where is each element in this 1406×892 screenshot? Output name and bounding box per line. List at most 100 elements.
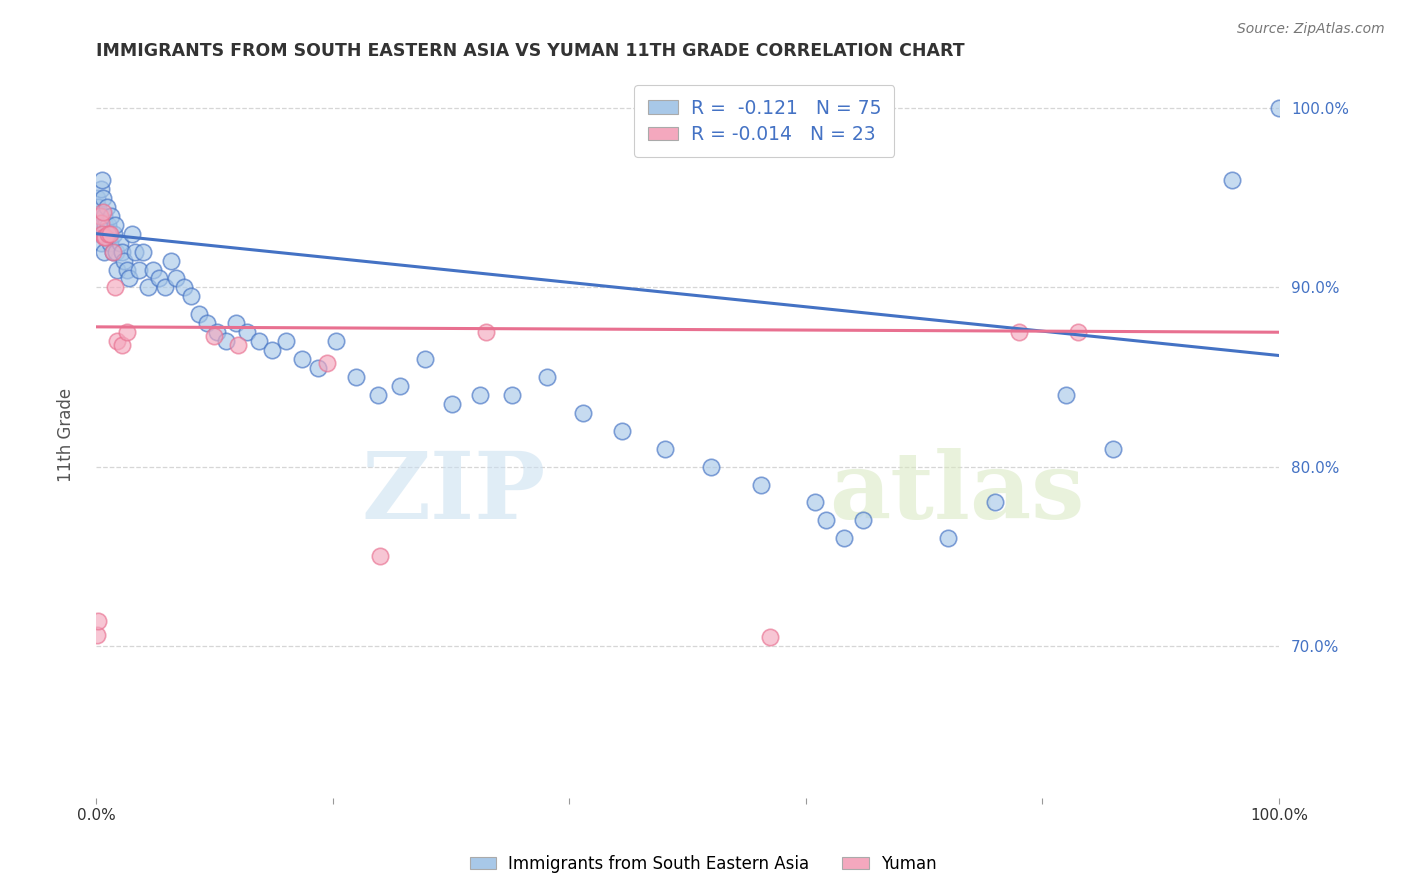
Point [90,235,112,250]
Point [205,325,228,339]
Text: ZIP: ZIP [361,449,546,538]
Point [236,325,259,339]
Point [814,513,837,527]
Point [112,253,135,268]
Point [105,334,128,348]
Point [572,406,595,420]
Text: Source: ZipAtlas.com: Source: ZipAtlas.com [1237,22,1385,37]
Point [1102,442,1125,456]
Point [832,531,855,545]
Point [118,271,141,285]
Point [344,370,367,384]
Point [1220,173,1243,187]
Point [501,388,523,402]
Point [132,244,155,259]
Point [441,397,464,411]
Point [90,173,112,187]
Point [984,495,1007,509]
Point [804,495,827,509]
Point [307,361,329,376]
Point [115,325,138,339]
Point [103,227,125,241]
Point [98,235,121,250]
Point [852,513,875,527]
Legend: R =  -0.121   N = 75, R = -0.014   N = 23: R = -0.121 N = 75, R = -0.014 N = 23 [634,86,894,157]
Point [1008,325,1031,339]
Point [202,328,225,343]
Point [94,218,117,232]
Point [91,205,114,219]
Y-axis label: 11th Grade: 11th Grade [58,388,75,483]
Point [153,280,176,294]
Point [105,262,128,277]
Point [166,271,188,285]
Point [104,218,127,232]
Point [104,280,127,294]
Point [86,191,108,205]
Point [90,182,112,196]
Point [654,442,676,456]
Point [1054,388,1077,402]
Point [100,209,122,223]
Point [97,218,120,232]
Point [89,209,111,223]
Point [87,614,110,628]
Point [89,227,111,241]
Point [105,244,128,259]
Point [101,244,124,259]
Legend: Immigrants from South Eastern Asia, Yuman: Immigrants from South Eastern Asia, Yuma… [463,848,943,880]
Point [91,191,114,205]
Point [124,244,146,259]
Point [142,262,165,277]
Point [89,209,111,223]
Point [136,280,159,294]
Point [90,227,112,241]
Point [475,325,498,339]
Point [91,227,114,241]
Point [1067,325,1090,339]
Point [759,630,782,644]
Point [389,379,412,393]
Point [173,280,195,294]
Point [98,227,121,241]
Point [180,289,202,303]
Point [325,334,347,348]
Point [115,262,138,277]
Point [148,271,170,285]
Point [97,227,120,241]
Point [536,370,558,384]
Point [215,334,238,348]
Point [96,200,118,214]
Point [749,477,772,491]
Text: atlas: atlas [830,449,1085,538]
Point [367,388,389,402]
Point [87,200,110,214]
Point [101,244,124,259]
Point [413,352,436,367]
Point [98,227,121,241]
Point [159,253,181,268]
Point [93,244,115,259]
Point [108,235,131,250]
Point [93,209,115,223]
Point [86,628,108,642]
Point [470,388,492,402]
Point [90,218,112,232]
Point [936,531,959,545]
Text: IMMIGRANTS FROM SOUTH EASTERN ASIA VS YUMAN 11TH GRADE CORRELATION CHART: IMMIGRANTS FROM SOUTH EASTERN ASIA VS YU… [96,42,965,60]
Point [226,338,249,352]
Point [612,424,634,438]
Point [700,459,723,474]
Point [1268,101,1291,115]
Point [315,356,337,370]
Point [262,343,284,358]
Point [94,230,117,244]
Point [90,216,112,230]
Point [111,338,134,352]
Point [195,316,218,330]
Point [225,316,247,330]
Point [247,334,270,348]
Point [93,230,115,244]
Point [276,334,298,348]
Point [187,307,209,321]
